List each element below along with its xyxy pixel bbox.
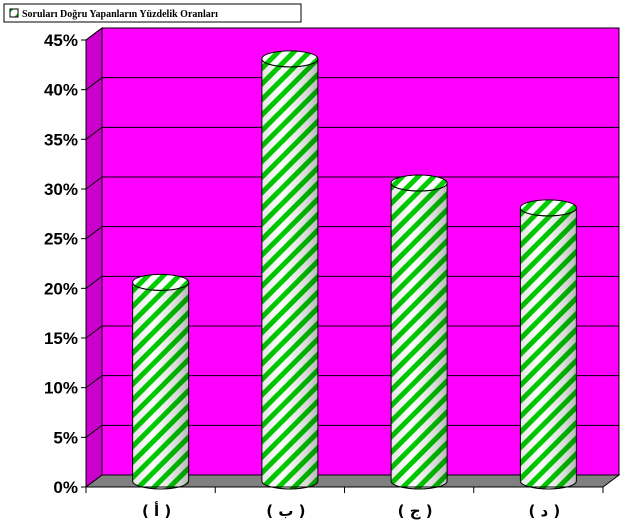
legend-box [3,3,302,23]
legend-swatch [9,8,19,18]
bar-shading [132,282,189,489]
x-axis: ( أ ) ( ب ) ( ج ) ( د ) [85,486,604,520]
y-tick-label: 10% [44,379,78,398]
legend: Soruları Doğru Yapanların Yüzdelik Oranl… [3,3,302,23]
bar-top [261,50,319,68]
gridline [85,77,619,91]
y-tick-label: 35% [44,130,78,149]
bar-top [390,174,448,192]
bar [261,50,319,490]
y-tick-label: 40% [44,81,78,100]
bar-top [519,199,577,217]
bar [519,199,577,490]
y-tick-label: 30% [44,180,78,199]
y-axis: 0% 5% 10% 15% 20% 25% 30% 35% 40% 45% [44,31,87,497]
gridline [85,176,619,190]
x-tick-label: ( أ ) [142,501,171,520]
bar-top [132,273,190,291]
bars [132,50,577,490]
y-tick-label: 15% [44,329,78,348]
side-wall [85,27,103,488]
bar-shading [520,207,577,490]
y-tick-label: 25% [44,230,78,249]
y-tick-label: 20% [44,279,78,298]
gridline [85,27,619,41]
bar [132,273,190,490]
y-tick-label: 5% [53,428,78,447]
x-tick-label: ( ب ) [266,502,305,520]
x-tick-label: ( د ) [528,502,560,520]
y-tick-label: 45% [44,31,78,50]
bar [390,174,448,490]
y-tick-label: 0% [53,478,78,497]
bar-shading [391,183,448,489]
x-tick-label: ( ج ) [398,502,433,520]
gridline [85,126,619,140]
legend-label: Soruları Doğru Yapanların Yüzdelik Oranl… [22,9,218,20]
bar-shading [261,58,318,489]
